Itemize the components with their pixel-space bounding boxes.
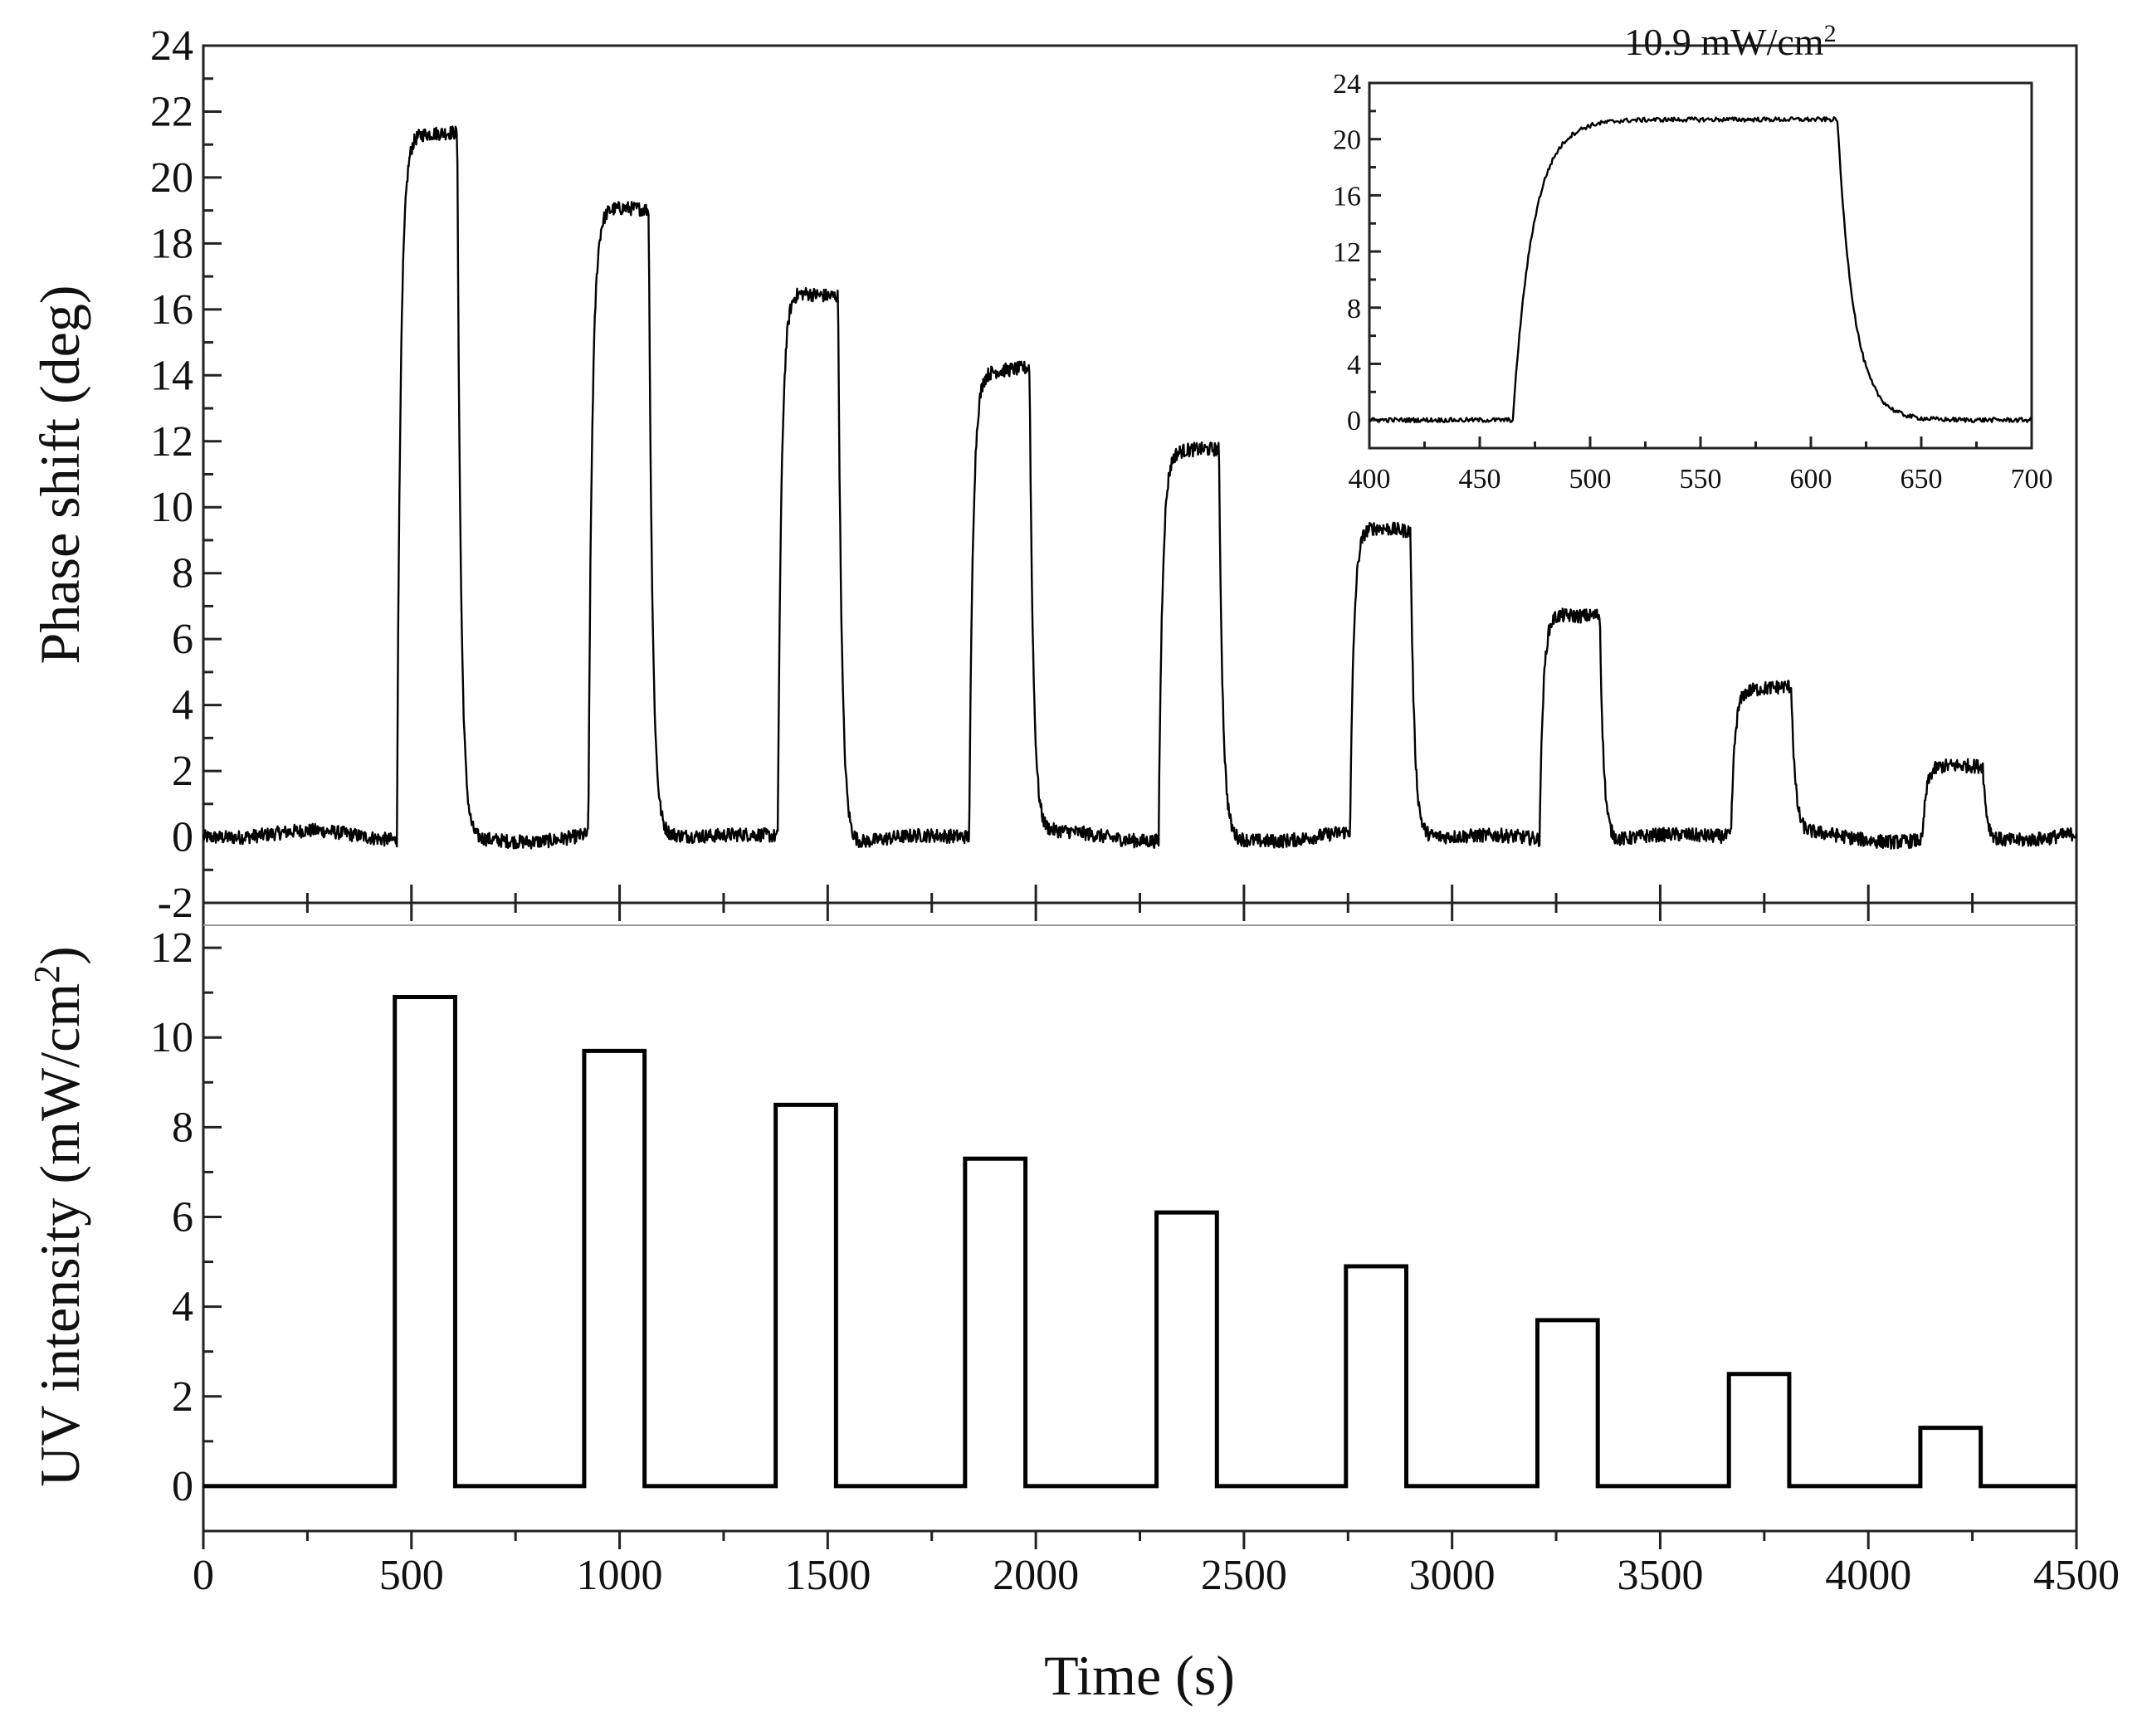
uv-y-tick-label: 10 <box>150 1014 193 1061</box>
uv-x-tick-label: 2500 <box>1201 1552 1287 1599</box>
phase-y-tick-label: 4 <box>172 682 193 729</box>
phase-x-ticks <box>202 885 2078 921</box>
uv-x-tick-label: 3500 <box>1617 1552 1703 1599</box>
uv-y-axis-label-sup: 2 <box>27 965 67 983</box>
inset-x-tick-label: 650 <box>1901 464 1943 495</box>
inset-phase-series <box>1369 116 2033 424</box>
inset-x-tick-label: 400 <box>1349 464 1391 495</box>
uv-x-tick-label: 2000 <box>993 1552 1079 1599</box>
uv-x-tick-label: 3000 <box>1409 1552 1496 1599</box>
phase-y-tick-label: 6 <box>172 616 193 663</box>
uv-y-ticks: 0 2 4 6 8 10 12 <box>150 901 222 1533</box>
uv-y-tick-label: 0 <box>172 1463 193 1510</box>
inset-annotation-sup: 2 <box>1824 20 1837 47</box>
inset-y-ticks: 0 4 8 12 16 20 24 <box>1333 69 1381 436</box>
uv-y-axis-label-main: UV intensity (mW/cm <box>28 983 91 1487</box>
phase-y-tick-label: 18 <box>150 220 193 267</box>
phase-y-tick-label: 12 <box>150 418 193 466</box>
phase-y-axis-label: Phase shift (deg) <box>28 285 91 664</box>
phase-y-tick-label: 8 <box>172 550 193 597</box>
inset-x-tick-label: 500 <box>1569 464 1612 495</box>
uv-y-axis-label: UV intensity (mW/cm2) <box>27 946 92 1487</box>
inset-y-tick-label: 20 <box>1333 125 1361 156</box>
inset-y-tick-label: 16 <box>1333 181 1361 212</box>
inset-annotation-main: 10.9 mW/cm <box>1624 21 1823 63</box>
inset-annotation: 10.9 mW/cm2 <box>1624 20 1836 64</box>
inset-y-tick-label: 0 <box>1347 406 1361 436</box>
uv-intensity-series <box>203 995 2076 1489</box>
inset-y-tick-label: 24 <box>1333 69 1361 100</box>
uv-x-tick-label: 4000 <box>1825 1552 1911 1599</box>
inset-x-tick-label: 700 <box>2011 464 2053 495</box>
uv-x-tick-label: 4500 <box>2033 1552 2120 1599</box>
inset-x-tick-label: 450 <box>1459 464 1501 495</box>
phase-y-tick-label: 24 <box>150 22 193 70</box>
uv-x-tick-label: 500 <box>379 1552 444 1599</box>
inset-x-ticks: 400 450 500 550 600 650 700 <box>1349 436 2053 495</box>
uv-x-tick-label: 0 <box>193 1552 214 1599</box>
inset-y-tick-label: 8 <box>1347 294 1361 324</box>
phase-shift-series <box>202 125 2078 850</box>
x-axis-label: Time (s) <box>1044 1644 1235 1707</box>
phase-y-tick-label: 10 <box>150 484 193 531</box>
uv-x-tick-label: 1500 <box>784 1552 871 1599</box>
inset-panel: 0 4 8 12 16 20 24 400 450 500 550 600 650 700 10.9 m… <box>1333 20 2053 495</box>
phase-y-tick-label: 2 <box>172 748 193 795</box>
uv-y-tick-label: 6 <box>172 1194 193 1241</box>
inset-x-tick-label: 600 <box>1790 464 1832 495</box>
phase-y-tick-label: 0 <box>172 814 193 861</box>
phase-y-tick-label: 16 <box>150 286 193 334</box>
inset-y-tick-label: 12 <box>1333 237 1361 268</box>
uv-y-tick-label: 4 <box>172 1284 193 1331</box>
phase-y-tick-label: 22 <box>150 88 193 135</box>
phase-y-tick-label: 20 <box>150 154 193 202</box>
phase-y-tick-label: 14 <box>150 352 193 399</box>
uv-y-axis-label-close: ) <box>28 946 91 965</box>
uv-x-tick-label: 1000 <box>577 1552 663 1599</box>
uv-y-tick-label: 8 <box>172 1104 193 1151</box>
inset-x-tick-label: 550 <box>1680 464 1722 495</box>
uv-y-tick-label: 2 <box>172 1373 193 1421</box>
phase-y-tick-label: -2 <box>158 880 193 927</box>
uv-plot-frame <box>202 901 2078 1533</box>
uv-panel: 0 2 4 6 8 10 12 0 500 1000 1500 2000 2500 3000 3500 40… <box>27 901 2120 1707</box>
inset-y-tick-label: 4 <box>1347 349 1361 380</box>
uv-y-tick-label: 12 <box>150 924 193 972</box>
inset-background <box>1361 79 2042 469</box>
uv-x-ticks: 0 500 1000 1500 2000 2500 3000 3500 4000 4500 <box>193 1531 2120 1599</box>
